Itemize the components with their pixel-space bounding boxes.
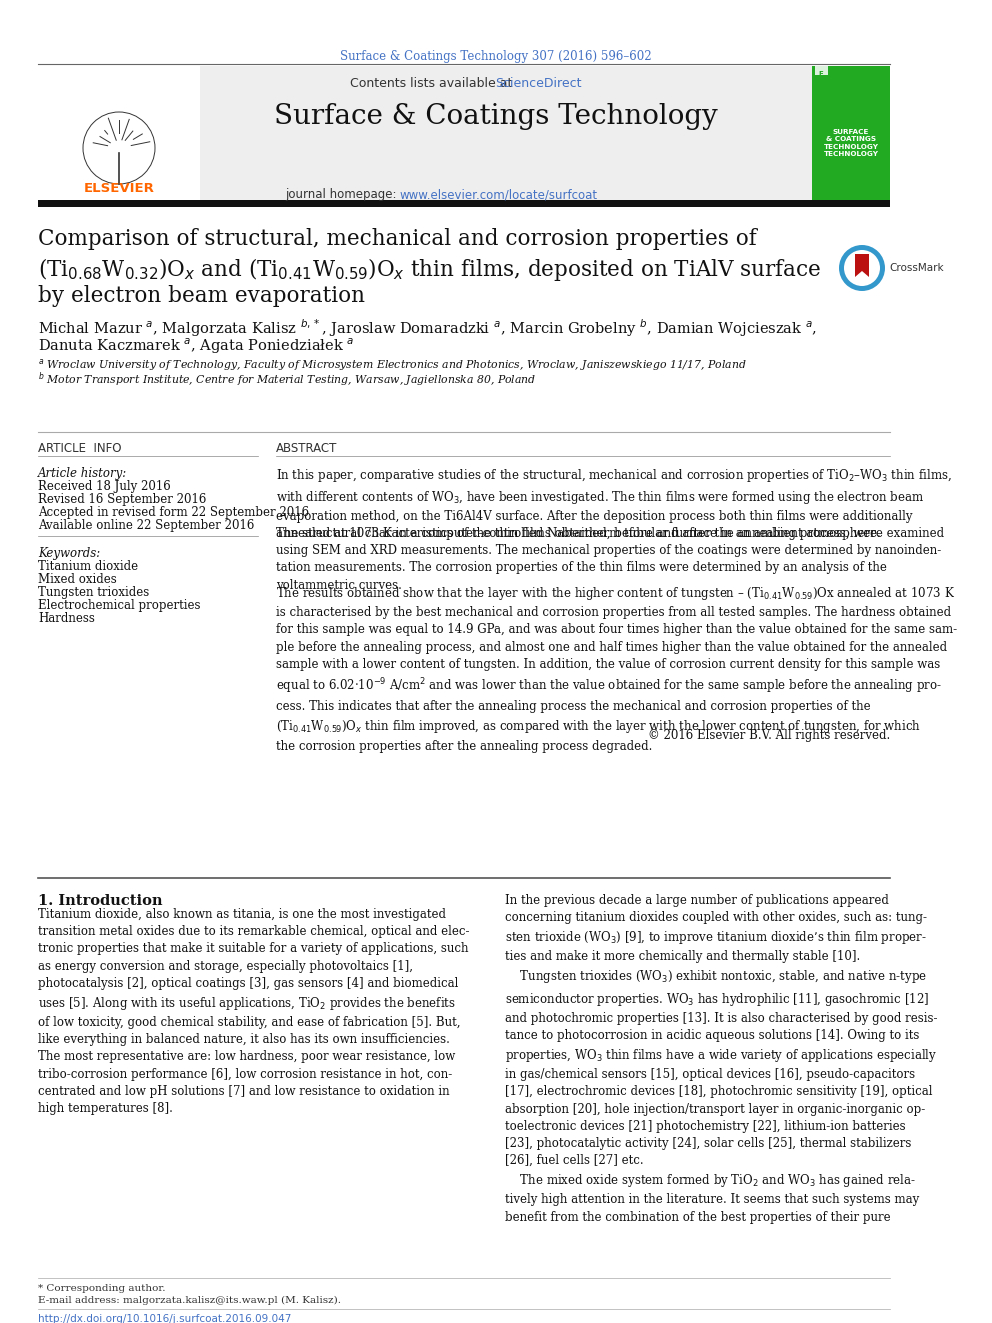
Text: Comparison of structural, mechanical and corrosion properties of: Comparison of structural, mechanical and… xyxy=(38,228,757,250)
Text: The results obtained show that the layer with the higher content of tungsten – (: The results obtained show that the layer… xyxy=(276,585,957,753)
Text: E-mail address: malgorzata.kalisz@its.waw.pl (M. Kalisz).: E-mail address: malgorzata.kalisz@its.wa… xyxy=(38,1297,341,1304)
Text: http://dx.doi.org/10.1016/j.surfcoat.2016.09.047: http://dx.doi.org/10.1016/j.surfcoat.201… xyxy=(38,1314,292,1323)
FancyBboxPatch shape xyxy=(38,66,200,200)
Text: In the previous decade a large number of publications appeared
concerning titani: In the previous decade a large number of… xyxy=(505,894,937,1224)
Text: journal homepage:: journal homepage: xyxy=(285,188,400,201)
FancyBboxPatch shape xyxy=(815,66,828,75)
Text: 1. Introduction: 1. Introduction xyxy=(38,894,163,908)
Text: Keywords:: Keywords: xyxy=(38,546,100,560)
Polygon shape xyxy=(855,254,869,277)
Text: Electrochemical properties: Electrochemical properties xyxy=(38,599,200,613)
Circle shape xyxy=(844,250,880,286)
Text: * Corresponding author.: * Corresponding author. xyxy=(38,1285,166,1293)
Text: www.elsevier.com/locate/surfcoat: www.elsevier.com/locate/surfcoat xyxy=(400,188,598,201)
FancyBboxPatch shape xyxy=(812,66,890,200)
Text: Surface & Coatings Technology 307 (2016) 596–602: Surface & Coatings Technology 307 (2016)… xyxy=(340,50,652,64)
Text: Titanium dioxide, also known as titania, is one the most investigated
transition: Titanium dioxide, also known as titania,… xyxy=(38,908,469,1115)
Text: Available online 22 September 2016: Available online 22 September 2016 xyxy=(38,519,254,532)
Text: ScienceDirect: ScienceDirect xyxy=(495,77,581,90)
Text: Accepted in revised form 22 September 2016: Accepted in revised form 22 September 20… xyxy=(38,505,310,519)
Text: Surface & Coatings Technology: Surface & Coatings Technology xyxy=(274,103,718,130)
Text: The structural characteristics of the thin films obtained, before and after the : The structural characteristics of the th… xyxy=(276,527,944,591)
Text: $^b$ Motor Transport Institute, Centre for Material Testing, Warsaw, Jagiellonsk: $^b$ Motor Transport Institute, Centre f… xyxy=(38,370,537,389)
Text: $^a$ Wroclaw University of Technology, Faculty of Microsystem Electronics and Ph: $^a$ Wroclaw University of Technology, F… xyxy=(38,357,747,373)
Text: by electron beam evaporation: by electron beam evaporation xyxy=(38,284,365,307)
Text: Contents lists available at: Contents lists available at xyxy=(350,77,517,90)
Text: (Ti$_{0.68}$W$_{0.32}$)O$_x$ and (Ti$_{0.41}$W$_{0.59}$)O$_x$ thin films, deposi: (Ti$_{0.68}$W$_{0.32}$)O$_x$ and (Ti$_{0… xyxy=(38,255,821,283)
Text: Michal Mazur $^a$, Malgorzata Kalisz $^{b,*}$, Jaroslaw Domaradzki $^a$, Marcin : Michal Mazur $^a$, Malgorzata Kalisz $^{… xyxy=(38,318,817,339)
Text: Mixed oxides: Mixed oxides xyxy=(38,573,117,586)
Text: © 2016 Elsevier B.V. All rights reserved.: © 2016 Elsevier B.V. All rights reserved… xyxy=(648,729,890,742)
Text: CrossMark: CrossMark xyxy=(889,263,943,273)
Text: Hardness: Hardness xyxy=(38,613,95,624)
Bar xyxy=(38,200,890,206)
Text: In this paper, comparative studies of the structural, mechanical and corrosion p: In this paper, comparative studies of th… xyxy=(276,467,952,540)
Text: Received 18 July 2016: Received 18 July 2016 xyxy=(38,480,171,493)
Text: Revised 16 September 2016: Revised 16 September 2016 xyxy=(38,493,206,505)
Text: Article history:: Article history: xyxy=(38,467,127,480)
Text: Tungsten trioxides: Tungsten trioxides xyxy=(38,586,149,599)
Circle shape xyxy=(839,245,885,291)
Text: Danuta Kaczmarek $^a$, Agata Poniedziałek $^a$: Danuta Kaczmarek $^a$, Agata Poniedziałe… xyxy=(38,336,354,356)
Text: ABSTRACT: ABSTRACT xyxy=(276,442,337,455)
Text: ELSEVIER: ELSEVIER xyxy=(83,183,155,194)
Text: SURFACE
& COATINGS
TECHNOLOGY
TECHNOLOGY: SURFACE & COATINGS TECHNOLOGY TECHNOLOGY xyxy=(823,130,879,157)
FancyBboxPatch shape xyxy=(38,66,890,200)
Text: Titanium dioxide: Titanium dioxide xyxy=(38,560,138,573)
Text: E: E xyxy=(818,71,823,77)
Text: ARTICLE  INFO: ARTICLE INFO xyxy=(38,442,121,455)
